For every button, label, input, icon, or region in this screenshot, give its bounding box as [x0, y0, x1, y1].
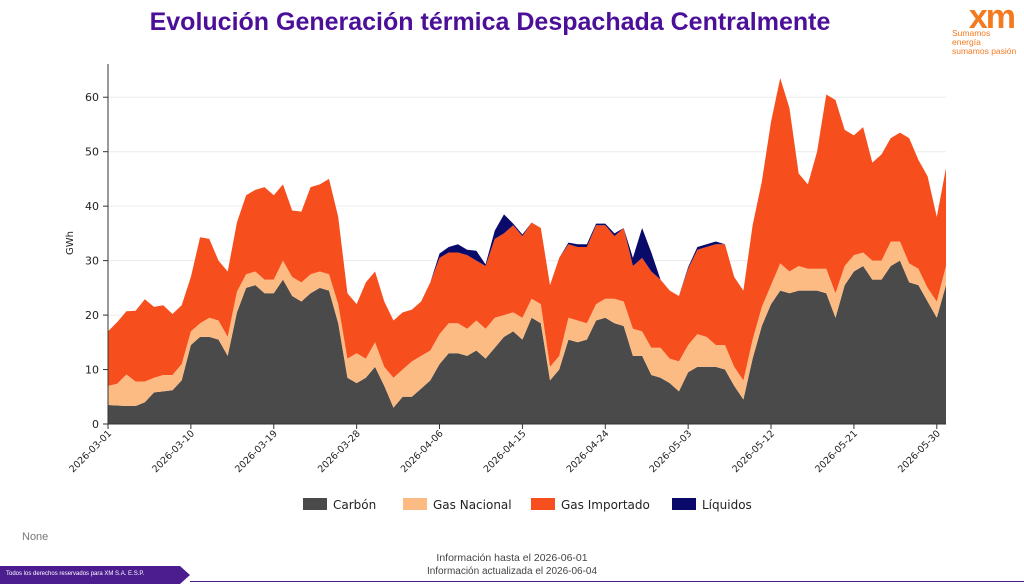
legend-swatch — [403, 498, 427, 510]
area-series-carbon — [108, 260, 946, 424]
y-tick-label: 30 — [85, 255, 99, 268]
y-axis-label: GWh — [65, 231, 76, 255]
x-tick-label: 2026-03-19 — [233, 428, 280, 475]
x-tick-label: 2026-03-28 — [316, 428, 363, 475]
legend-item: Líquidos — [672, 498, 752, 512]
y-tick-label: 0 — [92, 418, 99, 431]
area-series-gas-nacional — [108, 241, 946, 408]
logo-tagline-line2: sumamos pasión — [952, 46, 1017, 56]
legend-item: Carbón — [303, 498, 376, 512]
chart-legend: Carbón Gas Nacional Gas Importado Líquidos — [303, 498, 752, 512]
footer-band — [0, 566, 190, 584]
legend-label: Gas Nacional — [433, 498, 512, 512]
logo-tagline: Sumamos energía sumamos pasión — [952, 29, 1020, 56]
x-tick-label: 2026-05-21 — [813, 428, 860, 475]
legend-item: Gas Nacional — [403, 498, 512, 512]
x-tick-label: 2026-03-10 — [150, 428, 197, 475]
legend-label: Gas Importado — [561, 498, 650, 512]
note-text: None — [22, 531, 49, 543]
x-tick-label: 2026-03-01 — [67, 428, 114, 475]
x-tick-label: 2026-05-03 — [647, 428, 694, 475]
info-data-until: Información hasta el 2026-06-01 — [436, 552, 588, 564]
footer-rights: Todos los derechos reservados para XM S.… — [6, 571, 145, 577]
footer-line — [190, 581, 1024, 582]
legend-swatch — [531, 498, 555, 510]
page-title: Evolución Generación térmica Despachada … — [149, 8, 831, 36]
xm-logo: xm Sumamos energía sumamos pasión — [952, 0, 1022, 56]
legend-label: Carbón — [333, 498, 376, 512]
x-tick-label: 2026-05-12 — [730, 428, 777, 475]
y-tick-label: 10 — [85, 364, 99, 377]
y-tick-label: 50 — [85, 146, 99, 159]
legend-label: Líquidos — [702, 498, 752, 512]
logo-tagline-line1: Sumamos energía — [952, 28, 991, 47]
logo-mark: xm — [968, 0, 1016, 36]
y-tick-label: 20 — [85, 309, 99, 322]
y-tick-label: 40 — [85, 200, 99, 213]
x-tick-label: 2026-04-06 — [399, 428, 446, 475]
legend-item: Gas Importado — [531, 498, 650, 512]
x-tick-label: 2026-05-30 — [896, 428, 943, 475]
legend-swatch — [303, 498, 327, 510]
info-updated: Información actualizada el 2026-06-04 — [426, 566, 598, 577]
legend-swatch — [672, 498, 696, 510]
chart-areas — [108, 78, 946, 424]
x-tick-label: 2026-04-24 — [565, 428, 612, 475]
x-tick-label: 2026-04-15 — [482, 428, 529, 475]
y-tick-label: 60 — [85, 91, 99, 104]
stacked-area-chart: 0 10 20 30 40 50 60 2026-03-01 2026-03-10 2026-03… — [65, 64, 946, 512]
area-series-gas-importado — [108, 78, 946, 386]
